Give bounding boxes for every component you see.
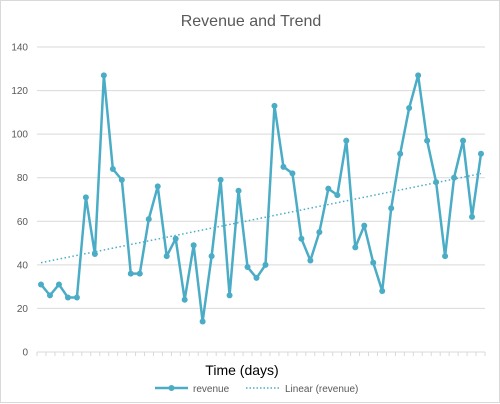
revenue-point — [46, 292, 53, 299]
y-tick-label: 80 — [17, 173, 29, 184]
revenue-point — [181, 296, 188, 303]
revenue-point — [118, 176, 125, 183]
revenue-point — [334, 192, 341, 199]
revenue-point — [379, 288, 386, 294]
revenue-point — [442, 253, 449, 260]
legend-revenue-label: revenue — [193, 384, 230, 395]
legend-revenue-marker — [168, 385, 175, 391]
y-tick-label: 120 — [11, 86, 28, 97]
revenue-point — [235, 187, 242, 194]
revenue-point — [397, 150, 404, 157]
revenue-point — [352, 244, 359, 251]
revenue-point — [415, 72, 422, 79]
revenue-point — [253, 274, 260, 281]
revenue-point — [460, 137, 467, 144]
revenue-point — [199, 318, 206, 325]
legend: revenue Linear (revenue) — [155, 384, 358, 395]
revenue-point — [280, 163, 287, 170]
revenue-point — [73, 294, 80, 301]
y-tick-label: 20 — [17, 304, 29, 315]
revenue-point — [478, 150, 484, 157]
revenue-point — [55, 281, 62, 288]
y-tick-label: 60 — [17, 217, 29, 228]
x-axis-label: Time (days) — [205, 362, 278, 378]
revenue-point — [271, 102, 278, 109]
revenue-series — [38, 72, 484, 325]
grid-lines — [37, 46, 485, 309]
revenue-point — [370, 259, 377, 266]
y-tick-label: 0 — [22, 348, 28, 359]
revenue-point — [289, 170, 296, 177]
revenue-point — [316, 229, 323, 236]
legend-trend-label: Linear (revenue) — [285, 384, 358, 395]
revenue-point — [163, 253, 170, 260]
revenue-point — [190, 242, 197, 249]
revenue-point — [109, 166, 116, 172]
revenue-point — [136, 270, 143, 277]
revenue-point — [424, 137, 431, 144]
y-tick-label: 140 — [11, 43, 28, 54]
revenue-point — [226, 292, 233, 299]
revenue-point — [262, 261, 269, 268]
revenue-point — [64, 294, 71, 301]
revenue-point — [325, 185, 332, 192]
trendline — [40, 172, 482, 264]
revenue-point — [388, 205, 395, 212]
revenue-point — [307, 257, 314, 264]
revenue-point — [38, 281, 44, 288]
revenue-point — [469, 213, 476, 220]
revenue-point — [361, 222, 368, 229]
revenue-point — [100, 72, 107, 79]
revenue-point — [433, 179, 440, 186]
trendline-path — [40, 172, 482, 264]
y-tick-label: 40 — [17, 260, 29, 271]
revenue-line — [40, 74, 483, 323]
revenue-point — [208, 253, 215, 260]
revenue-point — [217, 176, 224, 183]
revenue-point — [406, 105, 413, 111]
revenue-point — [298, 235, 305, 242]
revenue-point — [343, 137, 350, 144]
revenue-point — [154, 183, 161, 190]
revenue-point — [244, 264, 251, 271]
y-axis-ticks: 0 20 40 60 80 100 120 140 — [11, 43, 28, 359]
revenue-point — [172, 235, 179, 242]
x-axis-tick-marks — [36, 352, 486, 356]
y-tick-label: 100 — [11, 130, 28, 141]
revenue-point — [145, 216, 152, 223]
revenue-point — [127, 270, 134, 277]
revenue-point — [82, 194, 89, 201]
chart-title: Revenue and Trend — [181, 13, 322, 30]
revenue-point — [451, 174, 458, 181]
revenue-point — [91, 250, 98, 257]
